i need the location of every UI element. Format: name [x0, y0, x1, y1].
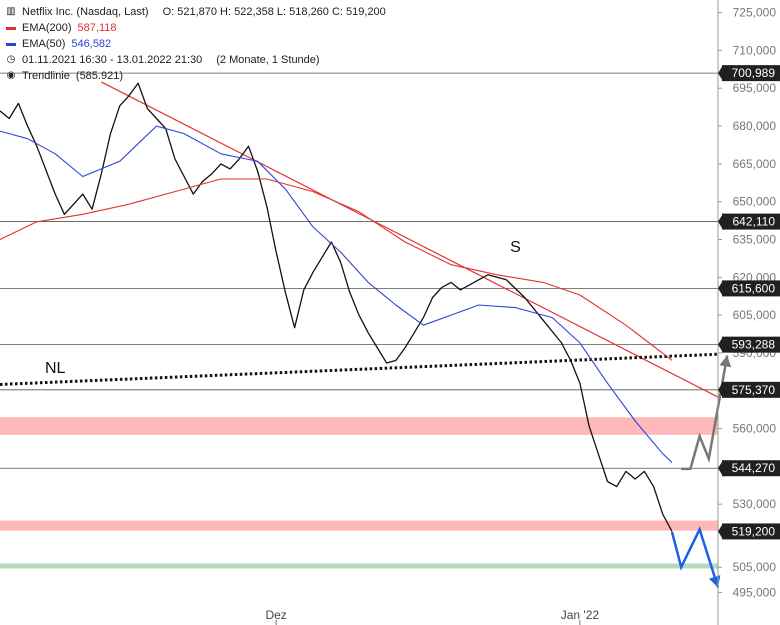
ema200-swatch [6, 26, 16, 30]
annotation-NL: NL [45, 360, 66, 377]
level-label-arrow [718, 65, 723, 82]
ema50-swatch [6, 42, 16, 46]
legend-trendline-row[interactable]: ◉ Trendlinie (585.921) [6, 68, 386, 84]
level-label: 593,288 [732, 338, 776, 352]
level-label-arrow [718, 280, 723, 297]
annotation-S: S [510, 239, 521, 256]
level-label-arrow [718, 523, 723, 540]
level-label-arrow [718, 460, 723, 477]
level-label-arrow [718, 381, 723, 398]
trendline-value: (585.921) [75, 70, 123, 82]
ohlc-values: O: 521,870 H: 522,358 L: 518,260 C: 519,… [162, 6, 386, 18]
forecast-arrowhead-up-scenario [719, 355, 732, 368]
instrument-name: Netflix Inc. (Nasdaq, Last) [22, 6, 149, 18]
series-line-1 [0, 125, 673, 463]
zone-1 [0, 520, 718, 531]
legend-period-row: ◷ 01.11.2021 16:30 - 13.01.2022 21:30 (2… [6, 52, 386, 68]
y-tick-label: 710,000 [733, 43, 777, 57]
legend-instrument-row: ▥ Netflix Inc. (Nasdaq, Last) O: 521,870… [6, 4, 386, 20]
legend-ema200-row[interactable]: EMA(200) 587,118 [6, 20, 386, 36]
y-tick-label: 495,000 [733, 585, 777, 599]
level-label-box [722, 213, 780, 230]
level-label: 544,270 [732, 461, 776, 475]
y-tick-label: 650,000 [733, 195, 777, 209]
level-label-box [722, 280, 780, 297]
target-icon: ◉ [6, 70, 16, 81]
y-tick-label: 605,000 [733, 308, 777, 322]
levels-layer [0, 72, 718, 469]
zones-layer [0, 417, 718, 569]
level-label-box [722, 336, 780, 353]
ema200-value: 587,118 [77, 22, 117, 34]
trendline-downtrend [100, 81, 719, 398]
y-tick-label: 560,000 [733, 422, 777, 436]
level-label-box [722, 460, 780, 477]
level-label: 575,370 [732, 383, 776, 397]
y-tick-label: 725,000 [733, 6, 777, 20]
ema200-label: EMA(200) [22, 22, 72, 34]
zone-2 [0, 563, 718, 569]
level-label-box [722, 523, 780, 540]
level-label-box [722, 381, 780, 398]
y-tick-label: 680,000 [733, 119, 777, 133]
series-line-0 [0, 82, 673, 532]
y-tick-label: 530,000 [733, 497, 777, 511]
ema50-label: EMA(50) [22, 38, 66, 50]
forecast-down-scenario [670, 526, 720, 588]
trendline-label: Trendlinie [22, 70, 70, 82]
level-label: 700,989 [732, 66, 776, 80]
y-tick-label: 635,000 [733, 232, 777, 246]
y-tick-label: 505,000 [733, 560, 777, 574]
level-label: 519,200 [732, 524, 776, 538]
series-line-2 [0, 178, 673, 361]
level-label-arrow [718, 213, 723, 230]
level-label-arrow [718, 336, 723, 353]
trendlines-layer [0, 81, 719, 398]
level-label: 615,600 [732, 281, 776, 295]
legend-ema50-row[interactable]: EMA(50) 546,582 [6, 36, 386, 52]
period-range: 01.11.2021 16:30 - 13.01.2022 21:30 [22, 54, 203, 66]
zone-0 [0, 417, 718, 435]
series-layer [0, 82, 673, 532]
y-tick-label: 665,000 [733, 157, 777, 171]
x-tick-label: Jan '22 [561, 608, 600, 622]
bar-chart-icon: ▥ [6, 6, 16, 17]
clock-icon: ◷ [6, 54, 16, 65]
trendline-neckline [0, 352, 719, 386]
level-label-box [722, 65, 780, 82]
level-label: 642,110 [733, 215, 776, 229]
ema50-value: 546,582 [71, 38, 112, 50]
forecast-up-scenario [681, 355, 729, 471]
annotations-layer: S NL [45, 239, 521, 377]
period-note: (2 Monate, 1 Stunde) [216, 54, 320, 66]
chart-legend: ▥ Netflix Inc. (Nasdaq, Last) O: 521,870… [6, 4, 386, 84]
x-tick-label: Dez [265, 608, 286, 622]
axes-layer: 725,000 710,000 695,000 680,000 665,000 650,0… [265, 0, 780, 625]
y-tick-label: 695,000 [733, 81, 777, 95]
